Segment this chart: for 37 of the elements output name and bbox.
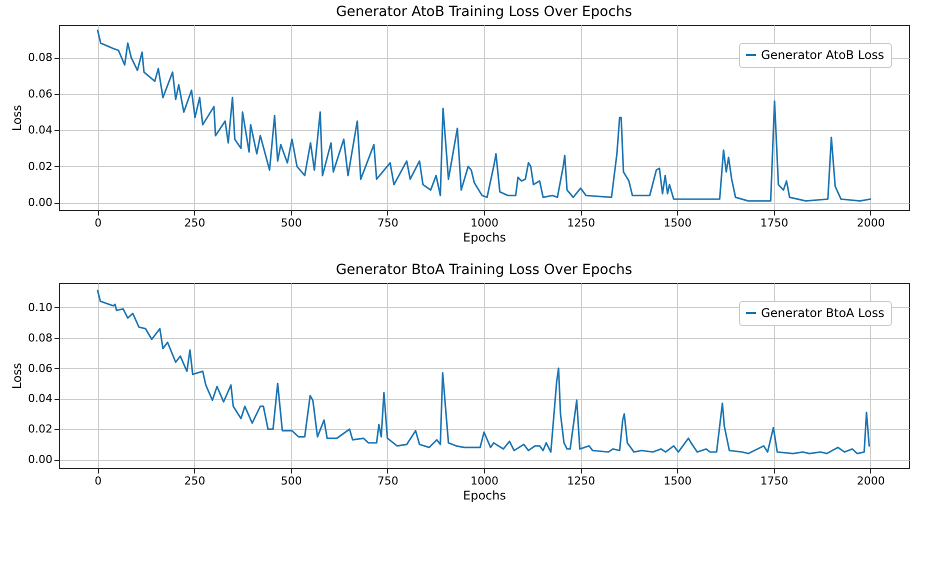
chart-title: Generator AtoB Training Loss Over Epochs xyxy=(336,4,632,20)
x-tick-label: 1750 xyxy=(760,474,788,488)
y-axis-title: Loss xyxy=(10,362,24,390)
x-tick-label: 500 xyxy=(280,216,302,230)
x-tick-label: 1250 xyxy=(567,474,596,488)
x-tick-label: 2000 xyxy=(856,474,885,488)
y-tick-label: 0.06 xyxy=(28,87,52,100)
y-tick-label: 0.10 xyxy=(28,300,52,314)
y-tick-label: 0.08 xyxy=(28,51,52,64)
x-tick-label: 250 xyxy=(184,474,206,488)
x-tick-label: 2000 xyxy=(856,216,885,230)
x-tick-label: 1000 xyxy=(470,216,498,230)
y-tick-label: 0.06 xyxy=(28,362,52,375)
x-tick-label: 1000 xyxy=(470,474,498,488)
legend-label: Generator AtoB Loss xyxy=(761,48,884,62)
x-tick-label: 1500 xyxy=(664,474,692,488)
x-axis-title: Epochs xyxy=(463,488,506,502)
x-tick-label: 750 xyxy=(377,216,398,230)
y-tick-label: 0.04 xyxy=(28,392,52,406)
x-tick-label: 500 xyxy=(280,474,302,488)
y-tick-label: 0.02 xyxy=(28,422,52,436)
x-tick-label: 750 xyxy=(377,474,398,488)
x-tick-label: 1250 xyxy=(567,216,596,230)
x-axis-title: Epochs xyxy=(463,230,506,244)
y-tick-label: 0.04 xyxy=(28,124,52,137)
y-tick-label: 0.00 xyxy=(28,453,52,466)
y-tick-label: 0.08 xyxy=(28,331,52,344)
legend-label: Generator BtoA Loss xyxy=(761,306,884,320)
x-tick-label: 250 xyxy=(184,216,206,230)
chart-title: Generator BtoA Training Loss Over Epochs xyxy=(336,262,632,278)
x-tick-label: 0 xyxy=(94,216,102,230)
y-tick-label: 0.00 xyxy=(28,196,52,210)
x-tick-label: 1500 xyxy=(664,216,692,230)
y-tick-label: 0.02 xyxy=(28,160,52,173)
x-tick-label: 0 xyxy=(94,474,102,488)
y-axis-title: Loss xyxy=(10,104,24,132)
x-tick-label: 1750 xyxy=(760,216,788,230)
